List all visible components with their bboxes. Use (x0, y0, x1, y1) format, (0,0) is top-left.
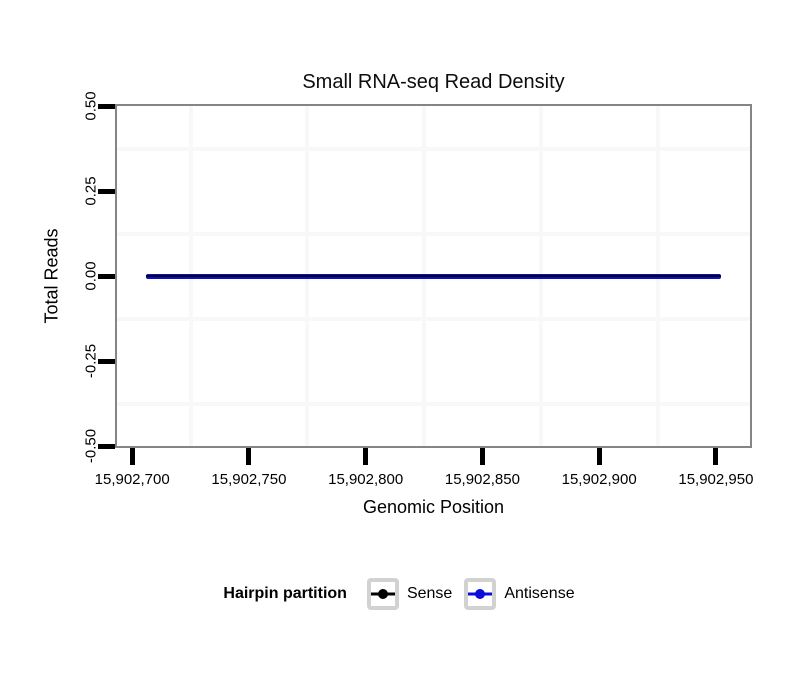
x-tick (363, 448, 369, 465)
x-tick-label: 15,902,700 (94, 471, 170, 488)
y-tick-label: 0.25 (82, 176, 100, 206)
legend-key-sense (366, 578, 399, 610)
y-tick-label: 0.00 (82, 261, 100, 291)
x-tick-label: 15,902,800 (328, 471, 404, 488)
x-tick-label: 15,902,750 (211, 471, 287, 488)
x-tick-label: 15,902,850 (444, 471, 520, 488)
chart-title: Small RNA-seq Read Density (302, 71, 565, 93)
series-line-sense (146, 274, 721, 278)
legend-key-antisense (464, 578, 497, 610)
legend-label-sense: Sense (406, 585, 453, 602)
y-tick (98, 273, 115, 279)
legend-title: Hairpin partition (223, 585, 347, 602)
legend: Hairpin partition Sense Antisense (0, 578, 810, 610)
x-tick (129, 448, 135, 465)
legend-entry-sense: Sense (366, 578, 453, 610)
point-icon (377, 589, 388, 599)
x-tick-label: 15,902,950 (678, 471, 754, 488)
y-tick (98, 188, 115, 194)
y-tick (98, 103, 115, 109)
minor-gridline-y (117, 146, 750, 151)
legend-entry-antisense: Antisense (464, 578, 575, 610)
x-tick (713, 448, 719, 465)
x-axis-title: Genomic Position (362, 497, 505, 517)
legend-label-antisense: Antisense (504, 585, 575, 602)
minor-gridline-y (117, 401, 750, 406)
y-tick-label: -0.25 (82, 343, 100, 379)
point-icon (475, 589, 486, 599)
x-tick (596, 448, 602, 465)
minor-gridline-y (117, 231, 750, 236)
x-tick (246, 448, 252, 465)
y-axis-title: Total Reads (41, 228, 62, 324)
minor-gridline-y (117, 316, 750, 321)
y-tick-label: 0.50 (82, 91, 100, 121)
y-tick (98, 443, 115, 449)
x-tick (479, 448, 485, 465)
x-tick-label: 15,902,900 (561, 471, 637, 488)
y-tick (98, 358, 115, 364)
y-tick-label: -0.50 (82, 428, 100, 464)
